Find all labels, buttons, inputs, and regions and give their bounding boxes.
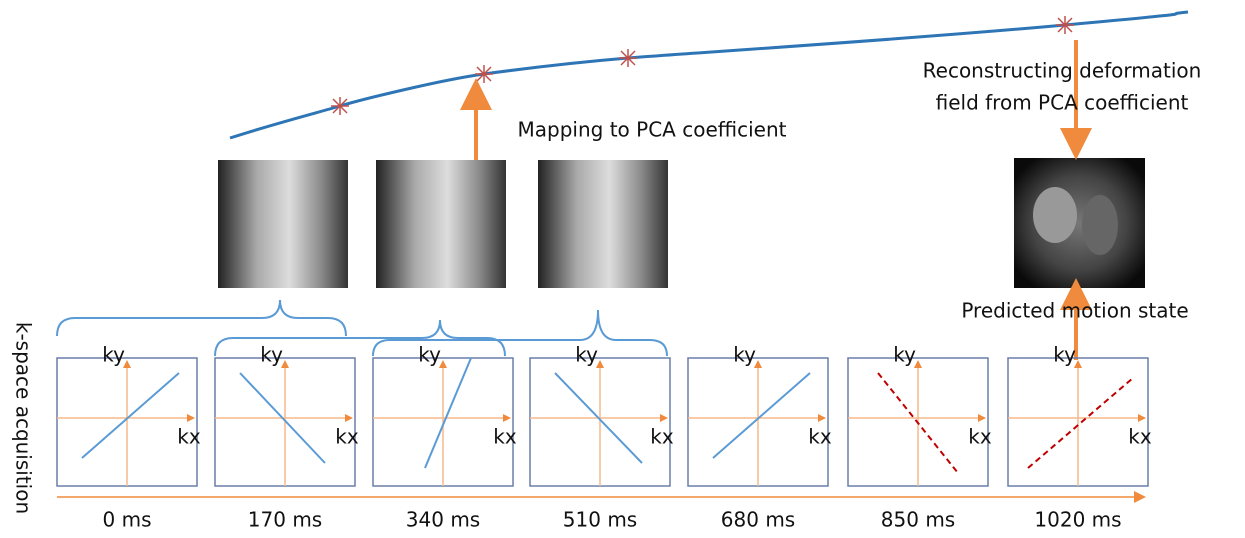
trajectory: [425, 358, 471, 468]
ky-label: ky: [733, 343, 756, 367]
time-label: 0 ms: [103, 508, 152, 532]
ky-label: ky: [418, 343, 441, 367]
mapping-label: Mapping to PCA coefficient: [518, 118, 787, 142]
reconstruct-label: field from PCA coefficient: [936, 91, 1189, 115]
trajectory: [1028, 378, 1133, 468]
predicted-label: Predicted motion state: [961, 299, 1188, 323]
kx-label: kx: [650, 425, 674, 449]
time-label: 510 ms: [563, 508, 637, 532]
axis-head: [345, 414, 353, 422]
ky-label: ky: [893, 343, 916, 367]
kx-label: kx: [968, 425, 992, 449]
mri-image: [1014, 158, 1145, 288]
time-label: 340 ms: [406, 508, 480, 532]
ky-label: ky: [1053, 343, 1076, 367]
kx-label: kx: [335, 425, 359, 449]
trajectory: [82, 373, 179, 458]
reconstruct-label: Reconstructing deformation: [923, 59, 1202, 83]
axis-head: [978, 414, 986, 422]
time-label: 850 ms: [881, 508, 955, 532]
ky-label: ky: [575, 343, 598, 367]
axis-head: [660, 414, 668, 422]
axis-head: [187, 414, 195, 422]
panels: ky kx 0 ms ky kx 170 ms ky kx 340 ms ky kx 510 ms ky…: [57, 343, 1152, 532]
time-label: 1020 ms: [1034, 508, 1121, 532]
kx-label: kx: [177, 425, 201, 449]
side-label: k-space acquisition: [12, 322, 36, 514]
kx-label: kx: [493, 425, 517, 449]
kx-label: kx: [808, 425, 832, 449]
ky-label: ky: [260, 343, 283, 367]
diagram: Mapping to PCA coefficient Reconstructin…: [0, 0, 1245, 538]
blurred-images: [218, 160, 668, 288]
trajectory: [713, 373, 810, 458]
axis-head: [818, 414, 826, 422]
time-label: 170 ms: [248, 508, 322, 532]
axis-head: [1138, 414, 1146, 422]
axis-head: [503, 414, 511, 422]
ky-label: ky: [102, 343, 125, 367]
time-label: 680 ms: [721, 508, 795, 532]
kx-label: kx: [1128, 425, 1152, 449]
